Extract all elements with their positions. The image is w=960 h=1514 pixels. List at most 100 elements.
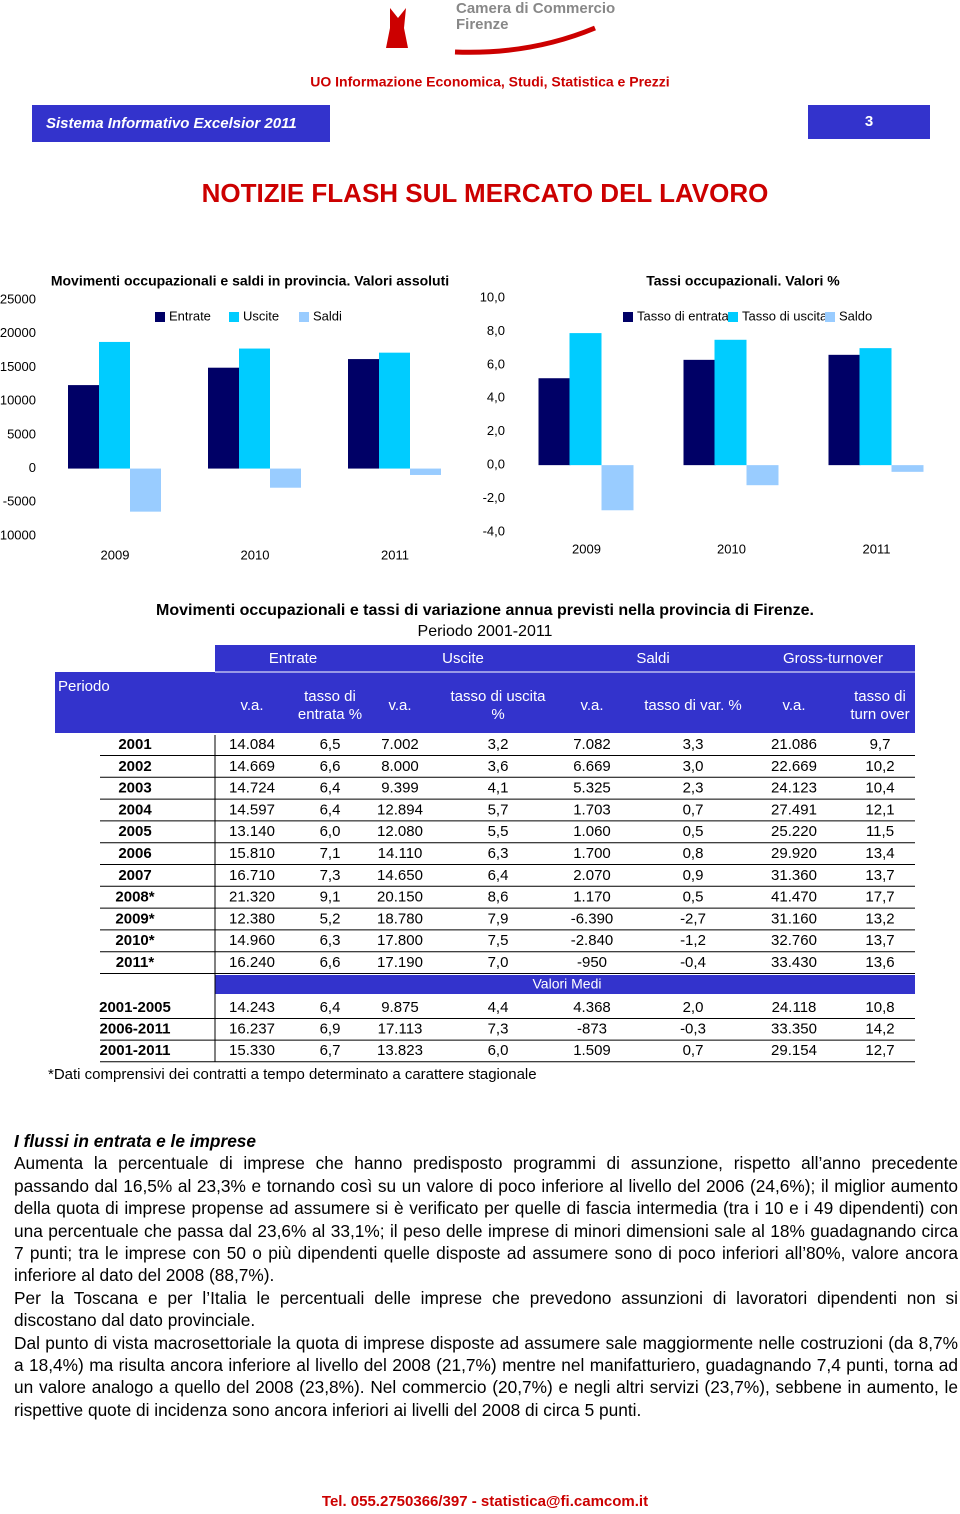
x-tick-label: 2009 — [101, 547, 130, 562]
cell: 41.470 — [771, 889, 817, 906]
column-header: tasso di — [304, 688, 356, 705]
cell: 6,4 — [488, 867, 509, 884]
row-label: 2004 — [118, 801, 152, 818]
logo-lily — [386, 8, 408, 48]
bar — [379, 352, 410, 469]
row-label: 2003 — [118, 780, 151, 797]
cell: 10,4 — [865, 780, 894, 797]
bar — [99, 341, 130, 469]
x-tick-label: 2011 — [381, 547, 409, 562]
cell: 14.110 — [378, 845, 423, 862]
article: I flussi in entrata e le imprese Aumenta… — [14, 1130, 958, 1421]
column-group: Gross-turnover — [783, 650, 883, 667]
cell: 13,6 — [865, 954, 894, 971]
cell: 14.724 — [229, 780, 275, 797]
cell: -2.840 — [571, 932, 614, 949]
cell: 33.350 — [771, 1021, 817, 1038]
cell: 17.190 — [377, 954, 423, 971]
cell: 6,4 — [320, 999, 341, 1016]
legend-swatch — [229, 312, 239, 322]
chart-title: Movimenti occupazionali e saldi in provi… — [51, 273, 449, 289]
y-tick-label: 15000 — [0, 359, 36, 374]
cell: 29.920 — [771, 845, 817, 862]
cell: 5,2 — [320, 910, 341, 927]
cell: 0,5 — [683, 823, 704, 840]
cell: 6,0 — [488, 1042, 509, 1059]
footer: Tel. 055.2750366/397 - statistica@fi.cam… — [321, 1493, 649, 1510]
legend-label: Tasso di entrata — [637, 308, 730, 323]
column-header: v.a. — [240, 697, 263, 714]
system-name: Sistema Informativo Excelsior 2011 — [46, 115, 297, 132]
cell: 12,1 — [865, 801, 894, 818]
row-label: 2006-2011 — [100, 1021, 171, 1038]
legend-swatch — [825, 312, 835, 322]
averages-band — [215, 975, 915, 994]
table-title: Movimenti occupazionali e tassi di varia… — [156, 602, 814, 619]
cell: 27.491 — [771, 801, 817, 818]
cell: 17.800 — [377, 932, 423, 949]
x-tick-label: 2010 — [241, 547, 270, 562]
y-tick-label: 25000 — [0, 291, 36, 306]
cell: 6,5 — [320, 736, 341, 753]
column-header: % — [491, 706, 504, 723]
table-header-band — [215, 645, 915, 733]
cell: 12,7 — [865, 1042, 894, 1059]
cell: -950 — [577, 954, 607, 971]
row-label: 2002 — [118, 758, 151, 775]
cell: 11,5 — [866, 823, 894, 840]
y-tick-label: 4,0 — [487, 390, 505, 405]
cell: -0,3 — [680, 1021, 706, 1038]
paragraph: Per la Toscana e per l’Italia le percent… — [14, 1287, 958, 1331]
bar — [208, 367, 239, 469]
cell: 20.150 — [377, 889, 423, 906]
bar — [828, 354, 861, 466]
bar — [68, 385, 99, 469]
cell: 8.000 — [381, 758, 419, 775]
cell: 7,0 — [488, 954, 509, 971]
legend-label: Saldo — [839, 308, 872, 323]
cell: 33.430 — [771, 954, 817, 971]
bar — [538, 378, 571, 466]
cell: 0,7 — [683, 801, 704, 818]
column-header: v.a. — [782, 697, 805, 714]
cell: 14.243 — [229, 999, 275, 1016]
paragraph: Aumenta la percentuale di imprese che ha… — [14, 1153, 958, 1286]
cell: 7,1 — [320, 845, 341, 862]
cell: 9.399 — [381, 780, 419, 797]
column-header: tasso di uscita — [450, 688, 546, 705]
cell: 13.140 — [229, 823, 275, 840]
page-title: NOTIZIE FLASH SUL MERCATO DEL LAVORO — [202, 178, 769, 208]
cell: 7,3 — [320, 867, 341, 884]
y-tick-label: 0,0 — [487, 457, 505, 472]
org-name: Camera di Commercio — [456, 0, 615, 17]
paragraph: Dal punto di vista macrosettoriale la qu… — [14, 1332, 958, 1420]
row-label: 2001 — [118, 736, 151, 753]
cell: 13,7 — [865, 932, 894, 949]
cell: 6,0 — [320, 823, 341, 840]
cell: 16.240 — [229, 954, 275, 971]
y-tick-label: 0 — [29, 460, 36, 475]
cell: 22.669 — [771, 758, 817, 775]
cell: 2,0 — [683, 999, 704, 1016]
cell: 13.823 — [377, 1042, 423, 1059]
row-label: 2001-2011 — [100, 1042, 171, 1059]
y-tick-label: -2,0 — [483, 490, 505, 505]
cell: 5,5 — [488, 823, 509, 840]
cell: -873 — [577, 1021, 607, 1038]
cell: 0,9 — [683, 867, 704, 884]
cell: 14.960 — [229, 932, 275, 949]
chart-title: Tassi occupazionali. Valori % — [646, 273, 840, 289]
cell: 14.084 — [229, 736, 275, 753]
cell: 6,7 — [320, 1042, 341, 1059]
cell: 6,4 — [320, 801, 341, 818]
cell: 16.710 — [229, 867, 275, 884]
row-label: 2006 — [118, 845, 151, 862]
row-label: 2005 — [118, 823, 151, 840]
logo-swoosh — [454, 25, 596, 55]
cell: 21.086 — [771, 736, 817, 753]
bar — [859, 348, 892, 466]
x-tick-label: 2009 — [572, 541, 601, 556]
cell: 6,6 — [320, 758, 341, 775]
footnote: *Dati comprensivi dei contratti a tempo … — [48, 1066, 537, 1083]
cell: 2,3 — [683, 780, 704, 797]
